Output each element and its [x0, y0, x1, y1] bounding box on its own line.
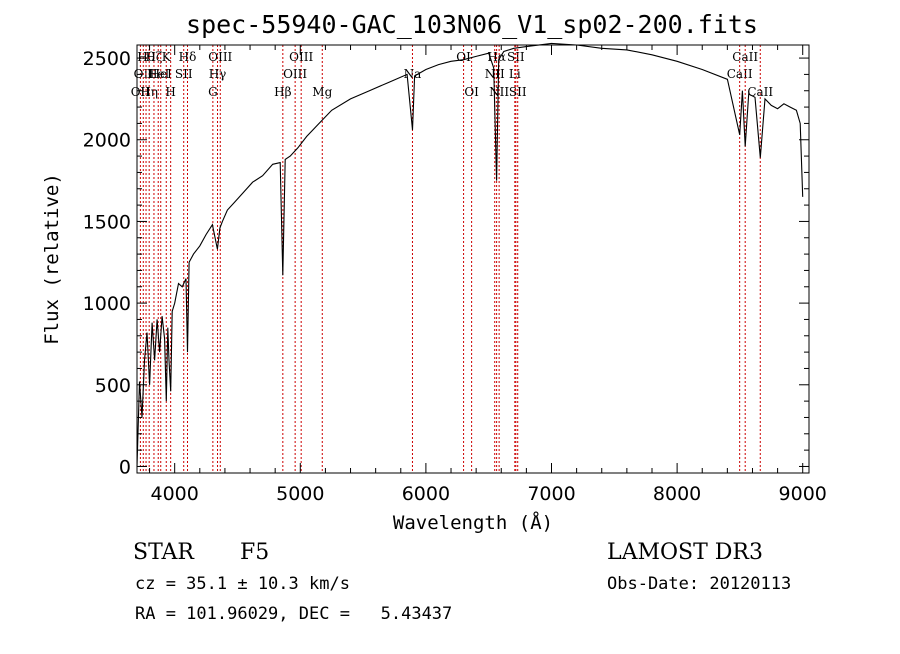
x-tick-label: 7000	[527, 483, 575, 505]
y-axis-ticks: 0 500 1000 1500 2000 2500	[83, 48, 809, 478]
line-marker-label: OIII	[283, 67, 307, 81]
line-marker-label: Hβ	[274, 85, 291, 99]
line-marker-label: HeI	[150, 67, 173, 81]
object-subclass: F5	[240, 540, 269, 565]
ra-dec-coords: RA = 101.96029, DEC = 5.43437	[135, 604, 452, 624]
plot-frame	[136, 44, 810, 474]
line-marker-label: Hγ	[209, 67, 227, 81]
x-tick-label: 6000	[402, 483, 450, 505]
line-marker-label: Na	[404, 67, 422, 81]
x-tick-label: 4000	[151, 483, 199, 505]
y-tick-label: 2500	[83, 48, 131, 70]
chart-title: spec-55940-GAC_103N06_V1_sp02-200.fits	[186, 10, 758, 39]
line-marker-label: Hδ	[179, 50, 197, 64]
line-marker-label: Hα	[487, 50, 506, 64]
x-tick-label: 9000	[779, 483, 827, 505]
line-marker-label: OI	[464, 85, 479, 99]
line-marker-label: Hη	[140, 85, 158, 99]
line-marker-label: H	[165, 85, 175, 99]
line-marker-label: OII	[131, 85, 151, 99]
line-marker-label: CaII	[727, 67, 753, 81]
emission-line-markers: OIIOIIHθHηHζHeIHeIKHSIIHδGHγOIIIHβOIIIOI…	[131, 45, 773, 473]
line-marker-label: OII	[134, 67, 154, 81]
line-marker-label: SII	[175, 67, 193, 81]
y-tick-label: 1500	[83, 211, 131, 233]
object-class: STAR	[133, 540, 195, 565]
x-tick-label: 8000	[653, 483, 701, 505]
spectrum-line	[136, 42, 804, 467]
line-marker-label: HeI	[147, 67, 170, 81]
line-marker-label: Mg	[312, 85, 332, 99]
line-marker-label: G	[208, 85, 218, 99]
line-marker-label: CaII	[732, 50, 758, 64]
line-marker-label: OI	[456, 50, 471, 64]
survey-name: LAMOST DR3	[607, 540, 763, 565]
line-marker-label: Li	[509, 67, 521, 81]
line-marker-label: SII	[507, 50, 525, 64]
y-axis-label: Flux (relative)	[41, 173, 63, 345]
observation-date: Obs-Date: 20120113	[607, 574, 791, 594]
line-marker-label: OIII	[289, 50, 313, 64]
line-marker-label: K	[162, 50, 172, 64]
y-tick-label: 2000	[83, 130, 131, 152]
redshift-cz: cz = 35.1 ± 10.3 km/s	[135, 574, 350, 594]
y-tick-label: 1000	[83, 293, 131, 315]
line-marker-label: SII	[509, 85, 527, 99]
x-tick-label: 5000	[276, 483, 324, 505]
x-axis-label: Wavelength (Å)	[393, 511, 553, 534]
line-marker-label: OIII	[208, 50, 232, 64]
x-axis-ticks: 4000 5000 6000 7000 8000 9000	[149, 45, 827, 505]
line-marker-label: Hθ	[137, 50, 155, 64]
y-tick-label: 500	[95, 375, 131, 397]
line-marker-label: NII	[485, 67, 505, 81]
line-marker-label: NII	[489, 85, 509, 99]
spectrum-series	[136, 42, 804, 467]
y-tick-label: 0	[119, 456, 131, 478]
line-marker-label: CaII	[747, 85, 773, 99]
